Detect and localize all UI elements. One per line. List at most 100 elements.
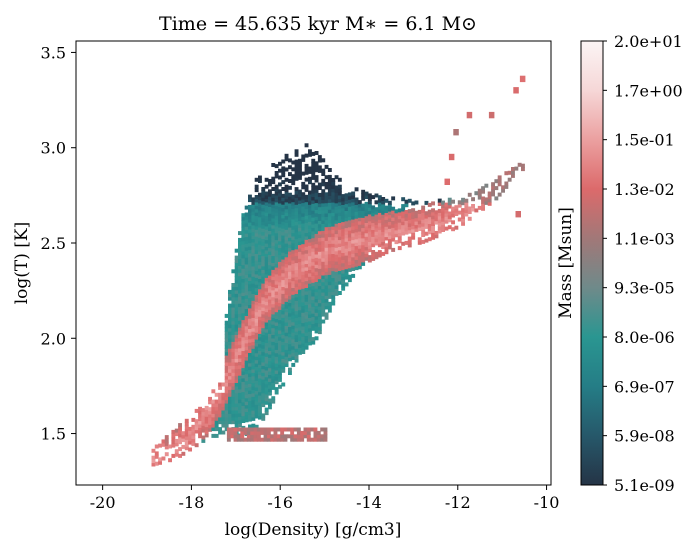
heatmap-cell — [281, 207, 286, 212]
heatmap-cell — [291, 205, 296, 210]
heatmap-cell — [248, 417, 252, 422]
heatmap-cell — [280, 434, 285, 439]
heatmap-cell — [224, 416, 229, 421]
heatmap-cell — [294, 341, 299, 346]
heatmap-cell — [154, 461, 159, 466]
heatmap-cell — [301, 302, 306, 306]
heatmap-cell — [278, 374, 282, 379]
heatmap-cell — [341, 273, 346, 277]
heatmap-cell — [294, 290, 299, 294]
heatmap-cell — [253, 427, 258, 432]
heatmap-cell — [234, 300, 239, 305]
heatmap-cell — [241, 244, 246, 249]
heatmap-cell — [258, 326, 262, 331]
heatmap-cell — [234, 279, 239, 284]
heatmap-cell — [321, 223, 326, 228]
heatmap-cell — [291, 198, 296, 203]
heatmap-cell — [241, 408, 246, 413]
heatmap-cell — [421, 209, 426, 213]
heatmap-cell — [261, 245, 266, 250]
heatmap-cell — [276, 427, 281, 432]
heatmap-cell — [258, 388, 262, 393]
heatmap-cell — [264, 201, 269, 206]
heatmap-cell — [361, 193, 366, 198]
heatmap-cell — [254, 349, 259, 354]
heatmap-cell — [274, 191, 279, 196]
heatmap-cell — [244, 411, 249, 416]
heatmap-cell — [407, 212, 412, 217]
heatmap-cell — [161, 456, 166, 461]
heatmap-cell — [288, 244, 292, 249]
heatmap-cell — [311, 326, 316, 331]
heatmap-cell — [181, 431, 186, 436]
heatmap-cell — [268, 353, 272, 358]
heatmap-cell — [238, 310, 242, 314]
heatmap-cell — [198, 427, 202, 432]
heatmap-cell — [298, 220, 302, 225]
heatmap-cell — [234, 286, 239, 291]
heatmap-cell — [351, 249, 356, 254]
heatmap-cell — [248, 256, 252, 261]
heatmap-cell — [364, 215, 369, 220]
heatmap-cell — [301, 298, 306, 303]
heatmap-cell — [268, 240, 272, 245]
heatmap-cell — [314, 267, 319, 272]
heatmap-cell — [241, 415, 246, 420]
heatmap-cell — [311, 265, 316, 270]
heatmap-cell — [351, 273, 356, 278]
heatmap-cell — [381, 238, 386, 243]
heatmap-cell — [233, 437, 238, 442]
heatmap-cell — [291, 352, 296, 357]
heatmap-cell — [243, 427, 248, 432]
heatmap-cell — [248, 239, 252, 244]
heatmap-cell — [291, 277, 296, 282]
heatmap-cell — [256, 434, 261, 439]
heatmap-cell — [284, 256, 289, 261]
heatmap-cell — [284, 212, 289, 217]
heatmap-cell — [281, 324, 286, 329]
heatmap-cell — [298, 254, 302, 259]
heatmap-cell — [261, 197, 266, 202]
heatmap-cell — [298, 316, 302, 321]
heatmap-cell — [231, 351, 236, 356]
heatmap-cell — [324, 243, 329, 248]
heatmap-cell — [491, 192, 495, 197]
heatmap-cell — [351, 201, 356, 206]
heatmap-cell — [454, 225, 459, 230]
heatmap-cell — [264, 249, 269, 254]
heatmap-cell — [241, 391, 246, 396]
heatmap-cell — [234, 409, 239, 414]
heatmap-cell — [291, 246, 296, 251]
heatmap-cell — [327, 257, 332, 262]
heatmap-cell — [286, 434, 291, 439]
heatmap-cell — [391, 234, 396, 239]
heatmap-cell — [304, 143, 309, 148]
heatmap-cell — [258, 312, 262, 317]
heatmap-cell — [301, 264, 306, 269]
heatmap-cell — [323, 427, 328, 432]
heatmap-cell — [274, 363, 279, 367]
heatmap-cell — [357, 255, 362, 259]
heatmap-cell — [344, 255, 349, 259]
heatmap-cell — [241, 250, 246, 255]
heatmap-cell — [254, 363, 259, 367]
heatmap-cell — [284, 222, 289, 227]
heatmap-cell — [231, 337, 236, 342]
heatmap-cell — [226, 434, 231, 439]
heatmap-cell — [214, 427, 219, 432]
heatmap-cell — [270, 434, 275, 439]
heatmap-cell — [214, 409, 219, 414]
heatmap-cell — [271, 361, 276, 366]
heatmap-cell — [308, 166, 312, 171]
heatmap-cell — [231, 324, 236, 329]
heatmap-cell — [278, 343, 282, 348]
heatmap-cell — [241, 364, 246, 369]
heatmap-cell — [304, 332, 309, 336]
heatmap-cell — [274, 208, 279, 213]
heatmap-cell — [268, 288, 272, 293]
heatmap-cell — [231, 389, 236, 394]
heatmap-cell — [321, 309, 326, 314]
heatmap-cell — [401, 228, 406, 233]
heatmap-cell — [316, 437, 321, 442]
heatmap-cell — [377, 226, 382, 231]
